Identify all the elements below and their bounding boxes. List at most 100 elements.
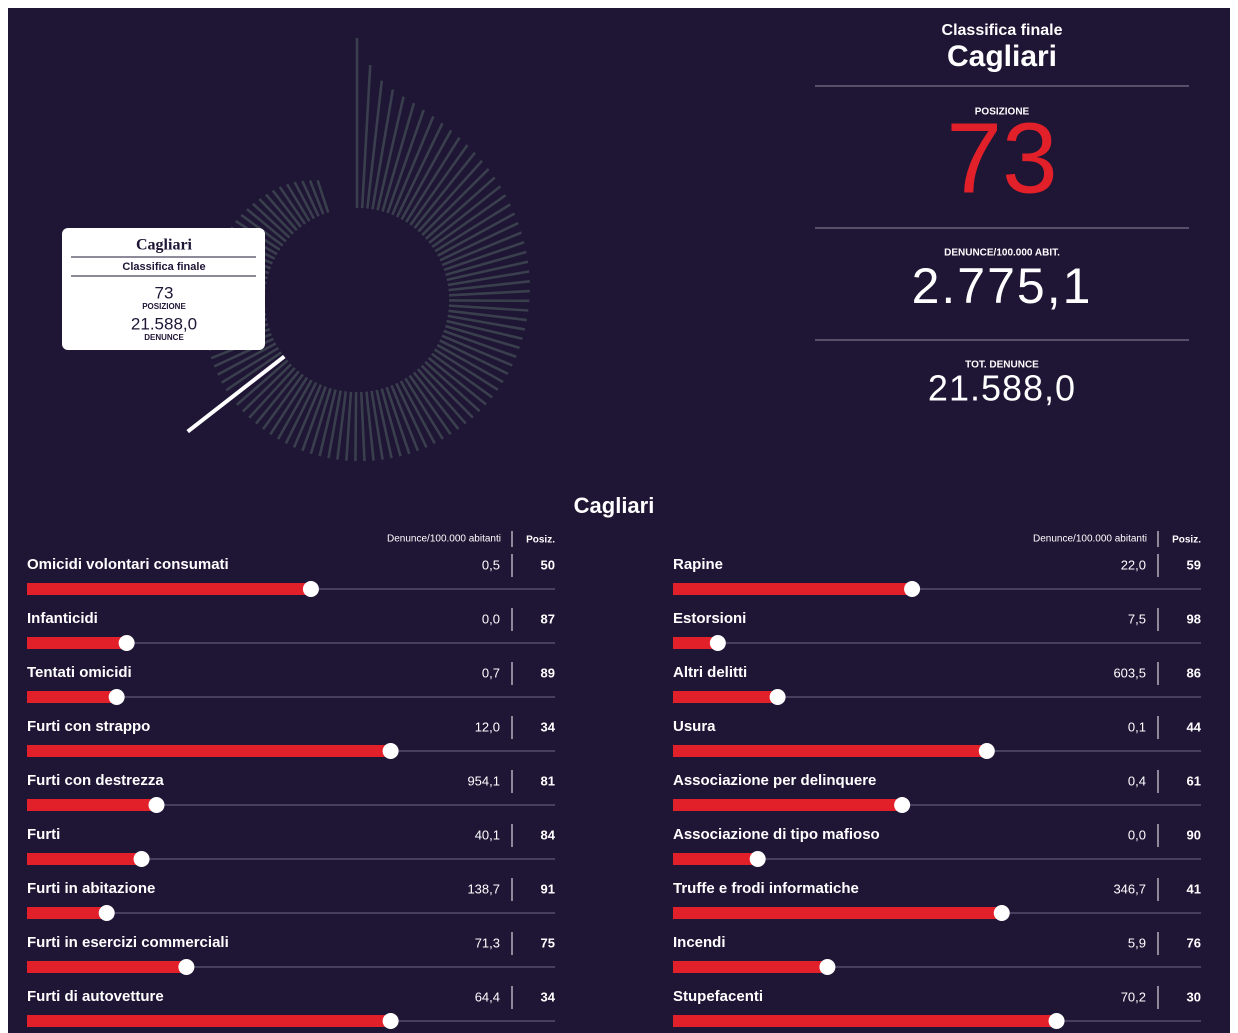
tooltip-total: 21.588,0 — [131, 314, 197, 333]
crime-rank: 34 — [541, 719, 556, 734]
highlight-bar — [186, 354, 286, 434]
radial-bar — [427, 356, 487, 406]
radial-bar — [424, 176, 496, 240]
radial-bar — [395, 122, 444, 218]
rank-bar — [27, 637, 127, 649]
radial-bar — [390, 384, 420, 452]
value-header: Denunce/100.000 abitanti — [387, 534, 501, 545]
radial-bar — [404, 377, 444, 440]
crime-name: Furti in esercizi commerciali — [27, 934, 229, 951]
summary-heading: Classifica finale — [942, 22, 1063, 39]
radial-bar — [269, 376, 309, 436]
radial-bar — [252, 202, 291, 239]
radial-bar — [301, 386, 327, 452]
rank-knob — [709, 635, 726, 651]
radial-bar — [318, 389, 337, 457]
rank-knob — [178, 959, 195, 975]
tooltip-subtitle: Classifica finale — [122, 261, 205, 273]
radial-bar — [292, 384, 323, 448]
radial-bar — [366, 80, 384, 209]
radial-bar — [365, 391, 375, 461]
radial-bar — [448, 280, 530, 292]
radial-bar — [445, 250, 527, 277]
radial-bar — [439, 339, 509, 376]
crime-rank: 75 — [541, 935, 555, 950]
rank-knob — [118, 635, 135, 651]
radial-bar — [446, 260, 529, 282]
crime-rank: 76 — [1187, 935, 1201, 950]
rank-knob — [133, 851, 150, 867]
rank-bar — [27, 961, 187, 973]
radial-bar — [437, 212, 516, 257]
rank-bar — [673, 799, 903, 811]
rank-knob — [148, 797, 165, 813]
rank-bar — [27, 1015, 391, 1027]
position-label: POSIZIONE — [975, 107, 1030, 118]
radial-bar — [399, 380, 436, 445]
radial-bar — [248, 366, 296, 419]
rank-knob — [819, 959, 836, 975]
crime-value: 346,7 — [1113, 881, 1146, 896]
crime-value: 64,4 — [475, 989, 500, 1004]
radial-bar — [404, 136, 461, 223]
radial-bar — [448, 304, 529, 312]
rank-bar — [27, 583, 311, 595]
value-header: Denunce/100.000 abitanti — [1033, 534, 1147, 545]
radial-bar — [354, 391, 358, 462]
crime-value: 0,1 — [1128, 719, 1146, 734]
crime-rank: 34 — [541, 989, 556, 1004]
radial-bar — [441, 231, 522, 267]
rank-bar — [673, 637, 718, 649]
radial-bar — [316, 179, 330, 214]
radial-bar — [246, 208, 287, 243]
radial-bar — [345, 391, 353, 461]
crime-rank: 81 — [541, 773, 555, 788]
rank-bar — [673, 745, 987, 757]
radial-bar — [409, 144, 469, 226]
rank-knob — [904, 581, 921, 597]
tooltip: Cagliari Classifica finale 73 POSIZIONE … — [62, 228, 265, 350]
summary-city: Cagliari — [947, 40, 1057, 73]
radial-bar — [395, 382, 428, 448]
radial-bar — [271, 189, 302, 228]
crime-rank: 86 — [1187, 665, 1201, 680]
radial-bar — [371, 89, 395, 210]
rank-bar — [27, 907, 107, 919]
radial-bar — [428, 185, 502, 244]
radial-bar — [447, 270, 530, 287]
radial-bar — [434, 203, 511, 253]
rank-bar — [27, 799, 157, 811]
crime-rank: 50 — [541, 557, 555, 572]
crime-value: 70,2 — [1121, 989, 1146, 1004]
crime-value: 0,7 — [482, 665, 500, 680]
background — [8, 8, 1230, 1033]
radial-bar — [444, 324, 520, 350]
radial-bar — [285, 183, 311, 222]
crime-name: Associazione di tipo mafioso — [673, 826, 880, 843]
radial-hole — [265, 208, 449, 392]
radial-bar — [443, 329, 517, 358]
rank-bar — [27, 853, 142, 865]
crime-value: 138,7 — [467, 881, 500, 896]
radial-bar — [254, 370, 300, 425]
radial-bar — [235, 359, 289, 406]
tooltip-total-label: DENUNCE — [144, 333, 184, 342]
radial-bar — [412, 371, 460, 430]
rank-bar — [673, 1015, 1057, 1027]
rank-bar — [673, 907, 1002, 919]
tooltip-position: 73 — [155, 283, 174, 302]
radial-bar — [375, 389, 393, 459]
breakdown-title: Cagliari — [574, 493, 655, 518]
crime-rank: 41 — [1187, 881, 1201, 896]
crime-name: Furti con destrezza — [27, 772, 164, 789]
crime-value: 603,5 — [1113, 665, 1146, 680]
crime-name: Tentati omicidi — [27, 664, 132, 681]
rank-bar — [27, 691, 117, 703]
crime-value: 7,5 — [1128, 611, 1146, 626]
radial-bar — [391, 115, 435, 216]
crime-name: Omicidi volontari consumati — [27, 556, 229, 573]
crime-rank: 61 — [1187, 773, 1201, 788]
crime-value: 71,3 — [475, 935, 500, 950]
radial-bar — [430, 352, 493, 399]
position-value: 73 — [946, 102, 1057, 214]
